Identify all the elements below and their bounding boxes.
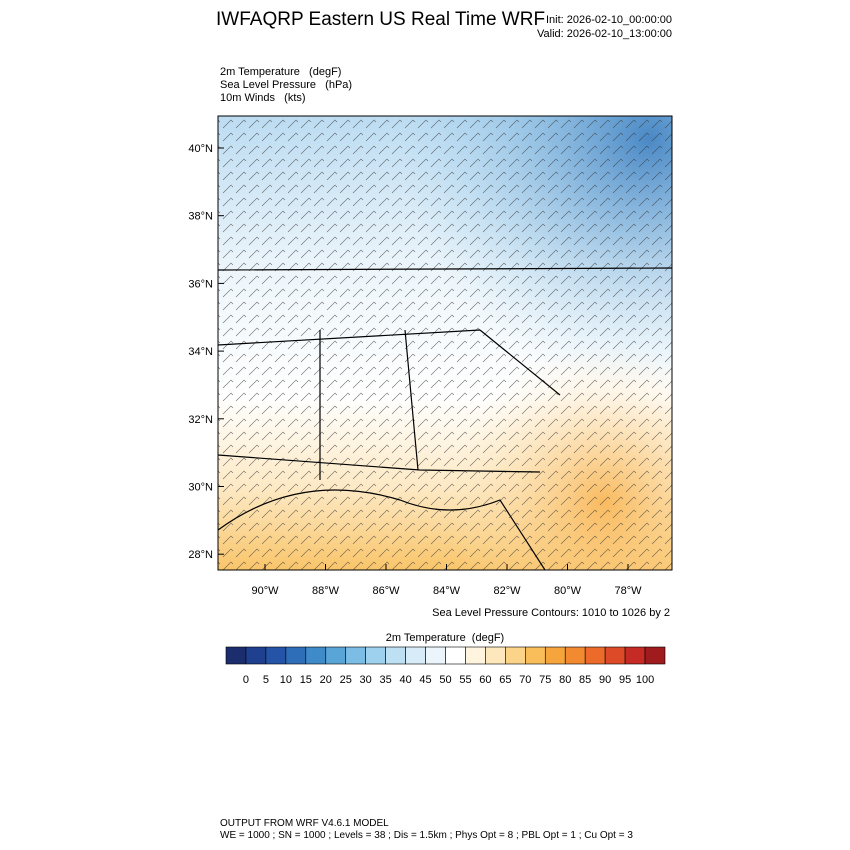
colorbar-label: 45: [419, 674, 431, 686]
colorbar-box: [285, 646, 307, 665]
colorbar-box: [445, 646, 466, 665]
map-frame: [217, 115, 673, 571]
colorbar-label: 10: [280, 674, 292, 686]
footer-line: OUTPUT FROM WRF V4.6.1 MODEL: [220, 818, 389, 829]
colorbar-label: 40: [399, 674, 411, 686]
colorbar-label: 65: [499, 674, 511, 686]
valid-time: Valid: 2026-02-10_13:00:00: [537, 28, 672, 40]
title: IWFAQRP Eastern US Real Time WRF: [216, 9, 545, 30]
lat-label: 32°N: [188, 414, 213, 426]
colorbar-label: 85: [579, 674, 591, 686]
colorbar-box: [245, 646, 267, 665]
colorbar-box: [425, 646, 446, 665]
colorbar-box: [385, 646, 406, 665]
contour-note: Sea Level Pressure Contours: 1010 to 102…: [432, 607, 670, 619]
colorbar-label: 90: [599, 674, 611, 686]
field-label: 10m Winds (kts): [220, 92, 306, 104]
lon-label: 78°W: [614, 585, 642, 597]
colorbar-box: [485, 646, 506, 665]
colorbar-label: 0: [243, 674, 249, 686]
colorbar-box: [544, 646, 566, 665]
colorbar-label: 15: [300, 674, 312, 686]
map-field: [218, 116, 672, 570]
footer-line: WE = 1000 ; SN = 1000 ; Levels = 38 ; Di…: [220, 830, 633, 841]
colorbar-label: 5: [263, 674, 269, 686]
colorbar-box: [365, 646, 386, 665]
colorbar: 0 5 10 15 20 25 30 35 40 45 50 55 60 65 70 75 80 85 90 95 10…: [225, 646, 666, 686]
colorbar-label: 70: [519, 674, 531, 686]
colorbar-label: 35: [380, 674, 392, 686]
colorbar-label: 30: [360, 674, 372, 686]
colorbar-title: 2m Temperature (degF): [386, 632, 504, 644]
colorbar-label: 80: [559, 674, 571, 686]
colorbar-box: [644, 646, 666, 665]
lat-label: 28°N: [188, 549, 213, 561]
lon-label: 82°W: [493, 585, 521, 597]
lat-label: 36°N: [188, 278, 213, 290]
colorbar-label: 100: [636, 674, 654, 686]
lon-label: 80°W: [554, 585, 582, 597]
lat-label: 34°N: [188, 346, 213, 358]
field-label: 2m Temperature (degF): [220, 66, 341, 78]
colorbar-box: [305, 646, 327, 665]
colorbar-box: [405, 646, 426, 665]
colorbar-label: 55: [459, 674, 471, 686]
field-list: 2m Temperature (degF)Sea Level Pressure …: [220, 66, 352, 104]
colorbar-label: 75: [539, 674, 551, 686]
colorbar-label: 25: [340, 674, 352, 686]
field-label: Sea Level Pressure (hPa): [220, 79, 352, 91]
colorbar-box: [525, 646, 546, 665]
colorbar-box: [584, 646, 606, 665]
lon-label: 86°W: [372, 585, 400, 597]
colorbar-box: [624, 646, 646, 665]
colorbar-label: 95: [619, 674, 631, 686]
lat-label: 40°N: [188, 143, 213, 155]
colorbar-label: 50: [439, 674, 451, 686]
colorbar-box: [505, 646, 526, 665]
colorbar-label: 60: [479, 674, 491, 686]
lon-label: 88°W: [312, 585, 340, 597]
colorbar-box: [225, 646, 247, 665]
colorbar-box: [465, 646, 486, 665]
colorbar-box: [325, 646, 347, 665]
colorbar-box: [564, 646, 586, 665]
colorbar-label: 20: [320, 674, 332, 686]
map-axes: 40°N 38°N 36°N 34°N 32°N 30°N 28°N 90°W 88°W 86°W…: [188, 143, 642, 597]
lat-label: 30°N: [188, 482, 213, 494]
colorbar-box: [265, 646, 287, 665]
colorbar-box: [345, 646, 366, 665]
lon-label: 90°W: [251, 585, 279, 597]
init-time: Init: 2026-02-10_00:00:00: [546, 14, 672, 26]
lon-label: 84°W: [433, 585, 461, 597]
lat-label: 38°N: [188, 211, 213, 223]
colorbar-box: [604, 646, 626, 665]
